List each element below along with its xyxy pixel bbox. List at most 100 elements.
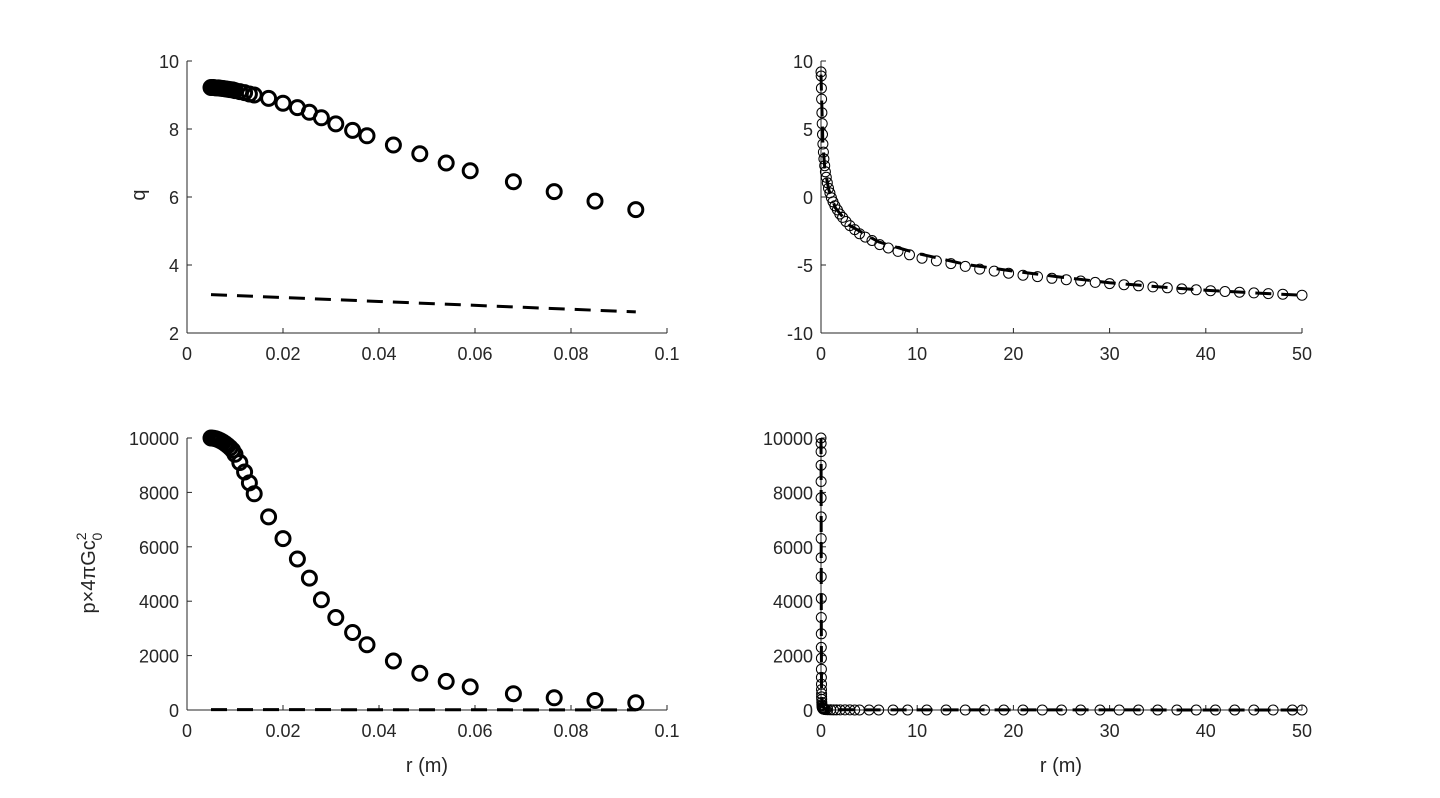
x-tick-label-bottom-left: 0: [182, 721, 192, 741]
data-point-top-right: [1046, 272, 1058, 284]
y-tick-label-bottom-right: 4000: [773, 592, 813, 612]
data-point-top-right: [882, 242, 894, 254]
data-point-top-right: [1296, 289, 1308, 301]
panel-top-right: 0 10 20 30 40 50 -10 -5 0 5 10: [787, 52, 1312, 364]
data-point-top-left: [545, 183, 563, 201]
y-tick-label-top-left: 8: [169, 120, 179, 140]
data-point-bottom-left: [274, 530, 292, 548]
x-tick-label-top-right: 40: [1196, 344, 1216, 364]
x-tick-label-top-left: 0.1: [654, 344, 679, 364]
data-point-bottom-right: [822, 704, 834, 716]
data-point-bottom-left: [245, 485, 263, 503]
x-tick-label-bottom-left: 0.06: [457, 721, 492, 741]
data-point-top-right: [988, 265, 1000, 277]
data-point-bottom-left: [545, 689, 563, 707]
x-tick-label-bottom-left: 0.02: [265, 721, 300, 741]
data-point-top-right: [834, 208, 846, 220]
data-point-bottom-left: [461, 678, 479, 696]
data-point-top-right: [837, 211, 849, 223]
y-tick-label-top-right: 5: [803, 120, 813, 140]
y-tick-label-bottom-left: 2000: [139, 647, 179, 667]
data-point-top-right: [974, 263, 986, 275]
dashed-line-bottom-right: [819, 437, 1303, 712]
y-tick-label-bottom-right: 10000: [763, 429, 813, 449]
y-tick-label-top-right: 0: [803, 188, 813, 208]
data-point-bottom-left: [411, 664, 429, 682]
data-point-bottom-left: [627, 694, 645, 712]
y-tick-label-bottom-left: 4000: [139, 592, 179, 612]
x-tick-label-bottom-right: 50: [1292, 721, 1312, 741]
ylabel-bottom-left: p×4πGc20: [73, 532, 105, 613]
data-point-top-left: [260, 89, 278, 107]
data-point-top-right: [1032, 271, 1043, 283]
data-point-top-left: [274, 94, 292, 112]
ylabel-bottom-left-subscript: 0: [89, 532, 105, 540]
data-point-bottom-left: [437, 672, 455, 690]
data-point-bottom-left: [344, 624, 362, 641]
x-tick-label-top-left: 0.06: [457, 344, 492, 364]
data-point-bottom-right: [1296, 704, 1308, 716]
data-point-top-left: [344, 121, 362, 139]
y-tick-label-bottom-right: 6000: [773, 538, 813, 558]
data-point-bottom-left: [312, 591, 330, 609]
data-point-top-right: [1219, 286, 1231, 297]
plot-area-bottom-left: 0 0.02 0.04 0.06 0.08 0.1 0 2000 4000 6000 8000 100…: [129, 429, 680, 741]
x-tick-label-top-right: 50: [1292, 344, 1312, 364]
data-point-top-right: [1017, 269, 1029, 281]
y-tick-label-top-right: -5: [797, 256, 813, 276]
panel-top-left: 0 0.02 0.04 0.06 0.08 0.1 2 4 6 8 10 q: [128, 52, 680, 364]
dashed-line-top-left: [210, 293, 636, 314]
x-tick-label-bottom-left: 0.1: [654, 721, 679, 741]
y-tick-label-top-right: 10: [793, 52, 813, 72]
x-tick-label-top-right: 20: [1003, 344, 1023, 364]
dashed-line-top-right: [819, 74, 1303, 297]
data-point-top-left: [358, 127, 376, 145]
plot-area-bottom-right: 0 10 20 30 40 50 0 2000 4000 6000 8000 10000: [763, 429, 1312, 741]
data-point-top-right: [1060, 274, 1072, 286]
ylabel-bottom-left-superscript: 2: [73, 532, 89, 540]
xlabel-bottom-right: r (m): [1040, 755, 1082, 777]
data-point-top-left: [437, 154, 455, 172]
data-point-top-left: [627, 201, 645, 219]
y-tick-label-top-left: 10: [159, 52, 179, 72]
y-tick-label-bottom-left: 8000: [139, 483, 179, 503]
x-tick-label-top-left: 0: [182, 344, 192, 364]
xlabel-bottom-left: r (m): [406, 755, 448, 777]
y-tick-label-top-left: 2: [169, 324, 179, 344]
data-point-top-right: [840, 216, 852, 227]
panel-bottom-right: 0 10 20 30 40 50 0 2000 4000 6000 8000 10000 r (m): [763, 429, 1312, 777]
x-tick-label-bottom-right: 30: [1100, 721, 1120, 741]
x-tick-label-bottom-right: 10: [907, 721, 927, 741]
x-tick-label-top-left: 0.04: [361, 344, 396, 364]
data-point-bottom-left: [504, 685, 522, 703]
data-point-top-left: [504, 173, 522, 191]
y-tick-label-bottom-right: 0: [803, 701, 813, 721]
data-point-bottom-left: [288, 550, 306, 568]
x-tick-label-top-right: 30: [1100, 344, 1120, 364]
data-point-bottom-left: [586, 692, 604, 709]
data-point-top-right: [959, 260, 971, 272]
data-point-bottom-left: [300, 569, 318, 587]
y-tick-label-top-left: 4: [169, 256, 179, 276]
x-tick-label-top-right: 10: [907, 344, 927, 364]
ylabel-bottom-left-base: p×4πGc: [78, 540, 100, 613]
y-tick-label-bottom-right: 2000: [773, 647, 813, 667]
y-tick-label-bottom-left: 10000: [129, 429, 179, 449]
y-tick-label-bottom-left: 6000: [139, 538, 179, 558]
y-tick-label-bottom-left: 0: [169, 701, 179, 721]
plot-area-top-right: 0 10 20 30 40 50 -10 -5 0 5 10: [787, 52, 1312, 364]
data-point-top-right: [1003, 267, 1015, 279]
y-tick-label-bottom-right: 8000: [773, 483, 813, 503]
data-point-top-left: [384, 136, 402, 154]
y-tick-label-top-right: -10: [787, 324, 813, 344]
panel-bottom-left: 0 0.02 0.04 0.06 0.08 0.1 0 2000 4000 6000 8000 100…: [73, 429, 680, 777]
ylabel-top-left: q: [128, 189, 150, 200]
data-point-top-right: [859, 231, 871, 243]
data-point-bottom-left: [260, 508, 278, 526]
data-point-bottom-left: [384, 652, 402, 670]
y-tick-label-top-left: 6: [169, 188, 179, 208]
x-tick-label-bottom-left: 0.04: [361, 721, 396, 741]
plot-area-top-left: 0 0.02 0.04 0.06 0.08 0.1 2 4 6 8 10: [159, 52, 680, 364]
data-point-top-right: [854, 228, 865, 240]
